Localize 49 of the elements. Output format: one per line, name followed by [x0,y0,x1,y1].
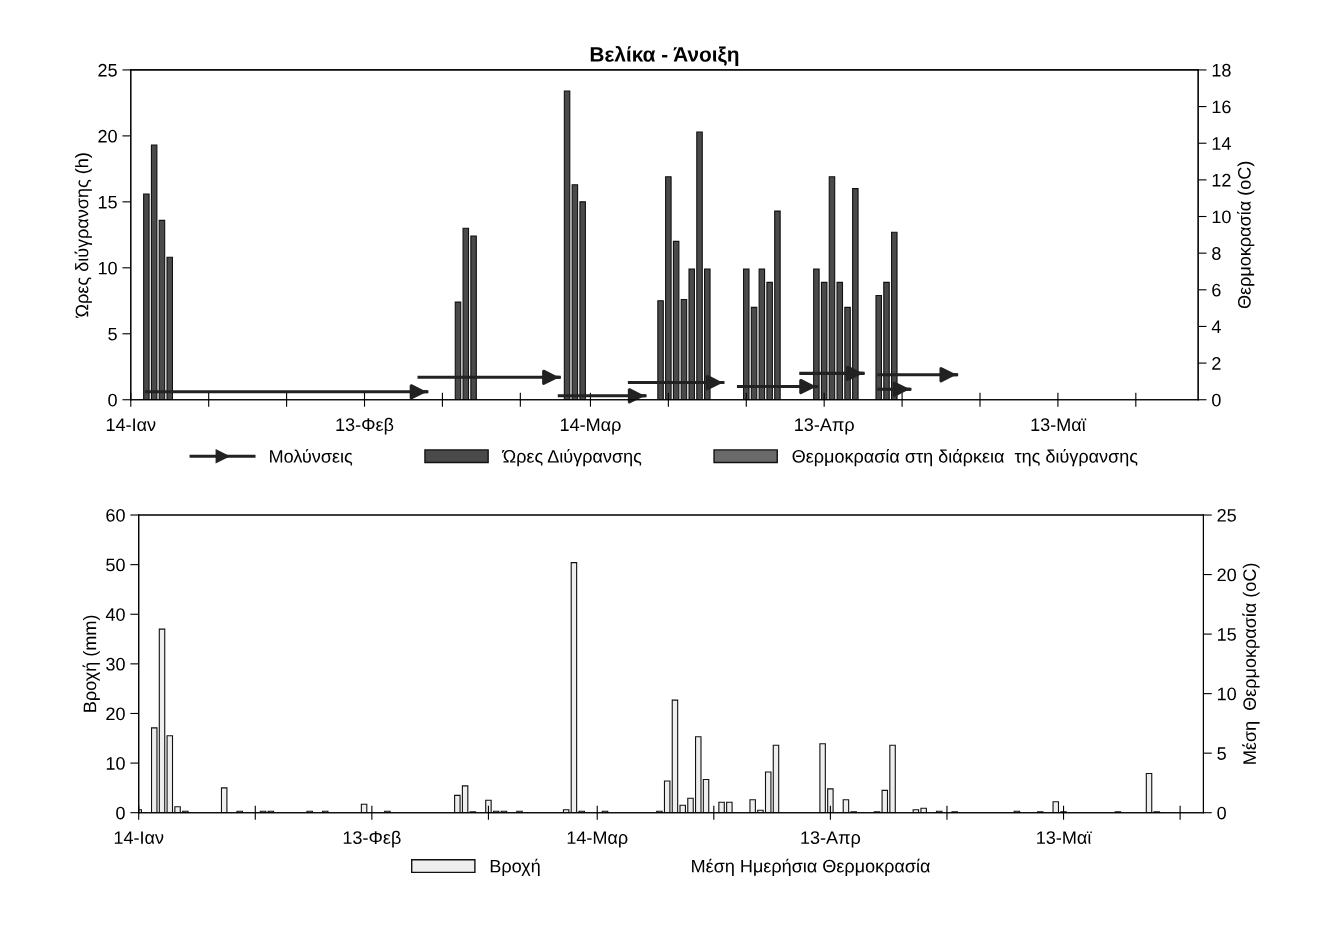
x-tick-label: 13-Απρ [795,418,854,435]
y-tick-label: 30 [106,657,125,671]
y2-tick-label: 4 [1211,320,1221,333]
y-tick-label: 40 [105,608,125,621]
y2-tick-label: 20 [1217,568,1236,582]
y-tick-label: 10 [98,261,117,275]
y2-axis-title: Θερμοκρασία (oC) [1236,161,1255,309]
y-tick-label: 15 [98,195,117,209]
y2-tick-label: 2 [1212,357,1221,370]
x-tick-label: 14-Μαρ [567,831,628,848]
y-tick-label: 0 [108,393,117,407]
y-tick-label: 60 [106,508,125,522]
y2-tick-label: 25 [1217,508,1236,522]
y-tick-label: 50 [106,558,125,572]
y2-axis-title: Μέση Θερμοκρασία (oC) [1242,563,1260,764]
legend-label: Βροχή [490,858,540,877]
y-axis-title: Ώρες διύγρανσης (h) [74,153,92,319]
x-tick-label: 14-Ιαν [114,831,164,845]
x-tick-label: 13-Μαϊ [1031,418,1087,432]
y2-tick-label: 8 [1212,247,1221,260]
y2-tick-label: 0 [1217,806,1226,820]
y-tick-label: 20 [98,129,117,143]
legend-label: Θερμοκρασία στη διάρκεια της διύγρανσης [792,448,1138,467]
y2-tick-label: 0 [1212,393,1221,407]
y2-tick-label: 15 [1218,628,1236,641]
y2-tick-label: 10 [1212,210,1231,224]
y2-tick-label: 6 [1212,283,1221,297]
x-tick-label: 14-Μαρ [560,418,621,435]
y2-tick-label: 5 [1217,747,1226,760]
chart-title: Βελίκα - Άνοιξη [590,45,739,66]
y-tick-label: 20 [106,707,125,721]
x-tick-label: 13-Απρ [801,831,861,848]
y2-tick-label: 14 [1212,137,1231,150]
x-tick-label: 13-Φεβ [343,830,401,848]
y-tick-label: 5 [108,327,117,341]
x-tick-label: 14-Ιαν [106,418,156,432]
x-tick-label: 13-Μαϊ [1037,831,1092,845]
text: Μέση Ημερήσια Θερμοκρασία [692,858,930,877]
y-tick-label: 25 [98,63,117,77]
y2-tick-label: 12 [1212,173,1231,187]
y-axis-title: Βροχή (mm) [82,615,100,712]
legend-label: Μολύνσεις [270,448,353,466]
legend-label: Ώρες Διύγρανσης [501,448,642,467]
y2-tick-label: 10 [1218,687,1236,701]
y-tick-label: 10 [106,757,125,770]
y-tick-label: 0 [116,806,125,820]
y2-tick-label: 16 [1212,100,1231,114]
y2-tick-label: 18 [1212,63,1231,77]
x-tick-label: 13-Φεβ [336,417,394,435]
